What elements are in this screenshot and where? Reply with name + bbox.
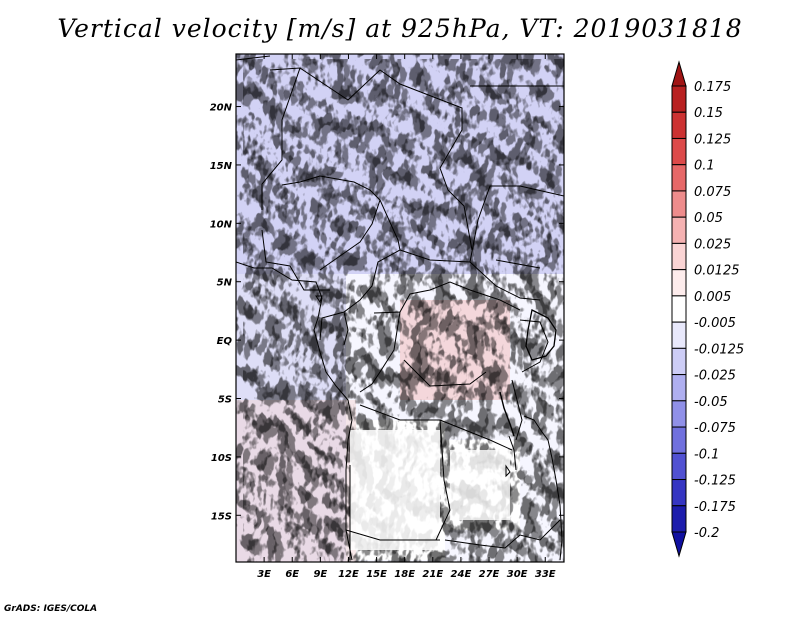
colorbar-bin	[671, 111, 687, 139]
colorbar-bin	[671, 269, 687, 297]
colorbar-level-label: -0.2	[694, 526, 719, 541]
map-title: Vertical velocity [m/s] at 925hPa, VT: 2…	[57, 14, 743, 43]
colorbar-level-label: -0.075	[694, 421, 736, 436]
lat-label: 5S	[218, 395, 232, 406]
lon-label: 9E	[313, 569, 327, 580]
colorbar-bin	[671, 321, 687, 349]
lon-label: 6E	[285, 569, 299, 580]
lon-label: 12E	[338, 569, 359, 580]
colorbar-level-label: 0.05	[694, 211, 723, 226]
velocity-field	[236, 54, 564, 562]
colorbar-bin	[671, 479, 687, 507]
lat-label: 10N	[210, 219, 233, 230]
colorbar-level-label: -0.005	[694, 316, 736, 331]
colorbar-bin	[671, 137, 687, 166]
lat-label: 5N	[217, 278, 233, 289]
colorbar-bin	[671, 216, 687, 244]
colorbar-bin	[671, 400, 687, 428]
colorbar-level-label: 0.0125	[694, 264, 740, 279]
lat-label: 10S	[211, 453, 232, 464]
grads-credit: GrADS: IGES/COLA	[4, 604, 98, 614]
colorbar-bin	[671, 374, 687, 402]
colorbar-bin	[671, 505, 687, 533]
colorbar-level-label: 0.15	[694, 106, 723, 121]
colorbar-level-label: 0.005	[694, 290, 731, 305]
colorbar-level-label: 0.025	[694, 237, 731, 252]
lon-label: 3E	[257, 569, 271, 580]
colorbar-bin	[671, 347, 687, 376]
colorbar-level-label: -0.0125	[694, 342, 744, 357]
colorbar-bin	[671, 295, 687, 323]
lon-label: 30E	[507, 569, 528, 580]
lon-label: 33E	[535, 569, 556, 580]
lon-label: 15E	[366, 569, 387, 580]
colorbar-top-triangle	[671, 60, 687, 87]
latitude-axis: 20N 15N 10N 5N EQ 5S 10S 15S	[210, 103, 564, 522]
map-frame	[235, 53, 565, 563]
colorbar-bin	[671, 164, 687, 192]
colorbar-bin	[671, 426, 687, 454]
coastline	[236, 261, 563, 561]
colorbar-level-label: 0.125	[694, 132, 731, 147]
colorbar-level-label: -0.1	[694, 447, 719, 462]
lon-label: 21E	[422, 569, 443, 580]
colorbar-level-label: -0.025	[694, 369, 736, 384]
colorbar-bin	[671, 85, 687, 113]
lon-label: 24E	[451, 569, 472, 580]
colorbar-level-label: -0.125	[694, 474, 736, 489]
colorbar: 0.175 0.15 0.125 0.1 0.075 0.05 0.025 0.0125 0.0…	[671, 60, 744, 558]
map-panel: 20N 15N 10N 5N EQ 5S 10S 15S 3E 6E 9E 12E 15E 18E 21E…	[210, 53, 744, 580]
colorbar-bottom-triangle	[671, 531, 687, 558]
lon-label: 18E	[394, 569, 415, 580]
lon-label: 27E	[479, 569, 500, 580]
lat-label: 15S	[211, 511, 232, 522]
colorbar-level-label: -0.05	[694, 395, 728, 410]
lat-label: 15N	[210, 161, 233, 172]
longitude-axis: 3E 6E 9E 12E 15E 18E 21E 24E 27E 30E 33E	[257, 54, 556, 580]
colorbar-bin	[671, 452, 687, 481]
lat-label: EQ	[217, 336, 233, 347]
colorbar-level-label: 0.1	[694, 159, 715, 174]
colorbar-level-label: -0.175	[694, 500, 736, 515]
colorbar-level-label: 0.075	[694, 185, 731, 200]
colorbar-level-label: 0.175	[694, 80, 731, 95]
colorbar-bin	[671, 242, 687, 271]
colorbar-bin	[671, 190, 687, 218]
lat-label: 20N	[210, 103, 233, 114]
country-borders	[236, 55, 564, 560]
